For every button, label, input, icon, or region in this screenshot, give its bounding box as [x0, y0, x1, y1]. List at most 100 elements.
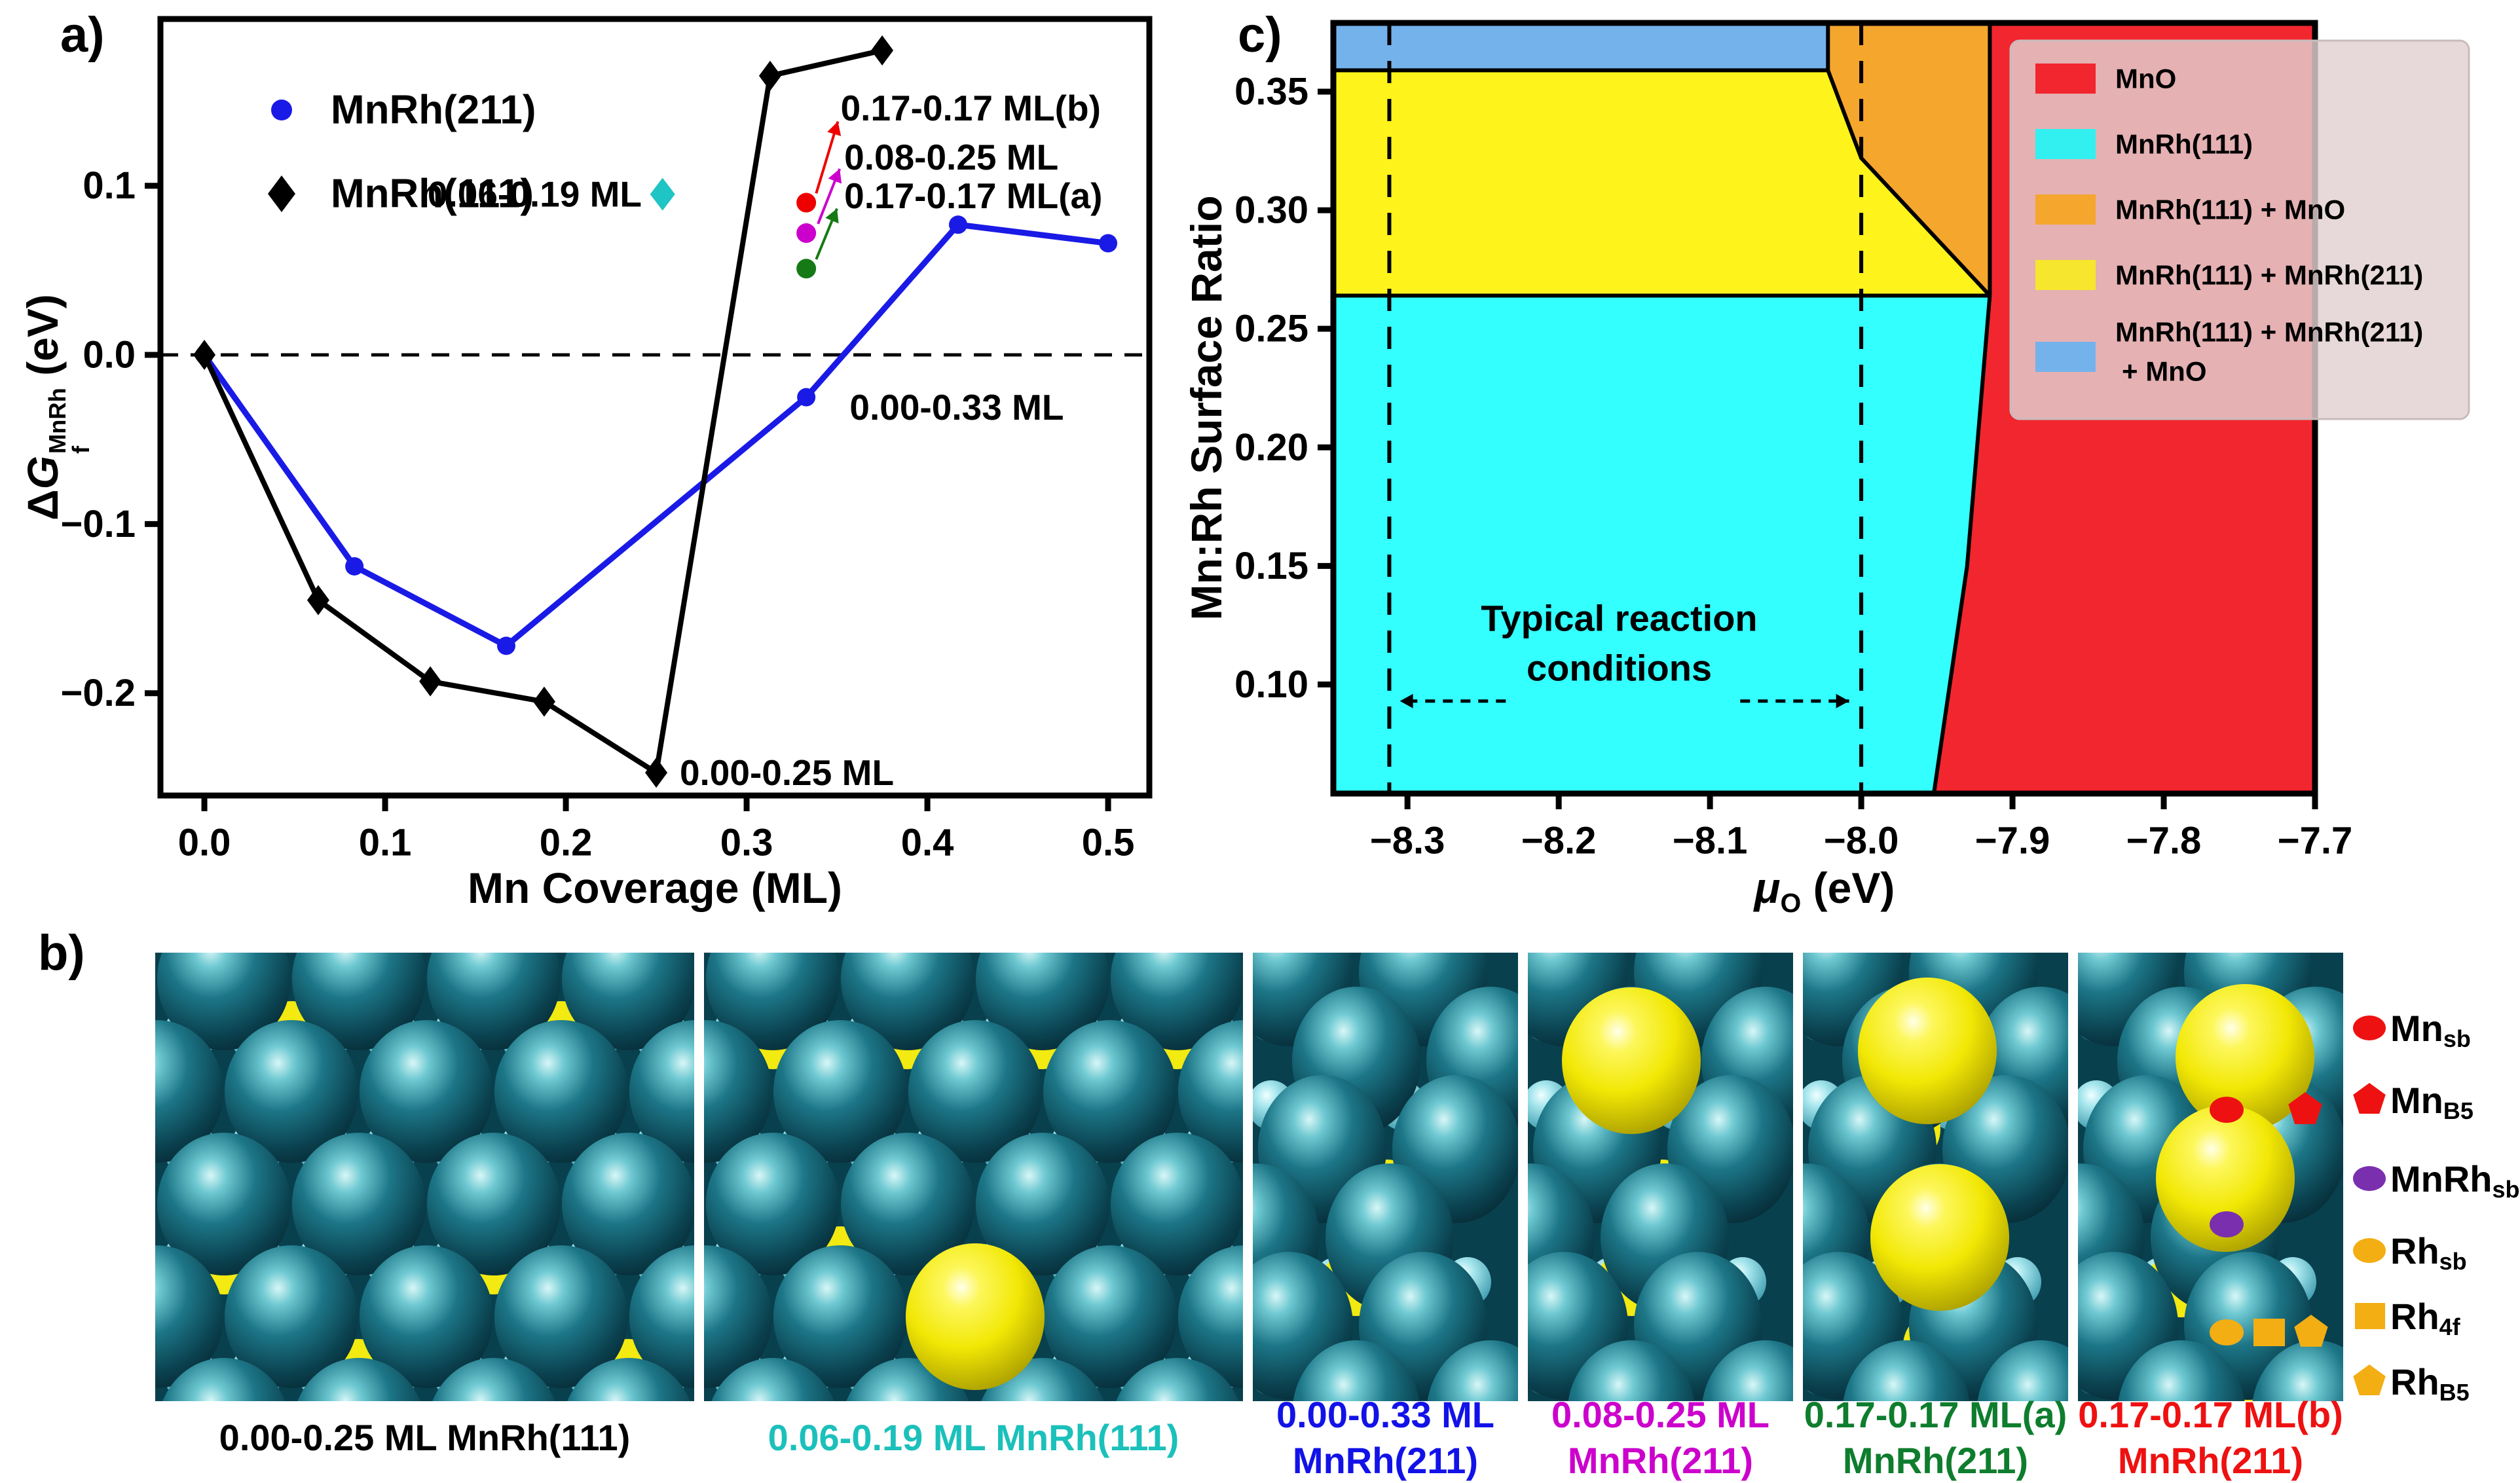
structure-label-3-line1: 0.00-0.33 ML — [1276, 1394, 1495, 1435]
site-legend-label-Rh-4f: Rh4f — [2390, 1296, 2461, 1340]
ann-magenta: 0.08-0.25 ML — [844, 137, 1058, 177]
data-point-MnRh(211) — [345, 557, 364, 576]
mnrh-sb-marker-icon — [2353, 1166, 2386, 1191]
y-tick-label: −0.1 — [61, 503, 136, 545]
rh-atom — [629, 1020, 694, 1163]
rh-atom — [562, 953, 694, 1050]
site-legend-label-Mn-sb: Mnsb — [2390, 1008, 2471, 1052]
mn-sb-marker-icon — [2353, 1016, 2386, 1040]
site-marker-circle — [2210, 1211, 2244, 1237]
rh-atom — [225, 1245, 358, 1388]
rh-atom — [704, 1245, 772, 1388]
mn-atom — [906, 1243, 1045, 1390]
x-tick-label: −8.3 — [1370, 820, 1445, 862]
y-tick-label: 0.35 — [1234, 71, 1308, 113]
x-tick-label: −8.0 — [1824, 820, 1899, 862]
legend-swatch — [2035, 64, 2096, 94]
rh-atom — [1043, 1020, 1177, 1163]
x-tick-label: 0.0 — [178, 822, 231, 864]
rh-atom — [704, 1020, 772, 1163]
legend-label: MnO — [2115, 64, 2176, 94]
condition-text-line2: conditions — [1527, 648, 1712, 689]
phase-boundary — [1931, 295, 1992, 794]
structure-label-5-line1: 0.17-0.17 ML(a) — [1804, 1394, 2067, 1435]
mn-atom — [1562, 987, 1701, 1134]
rh-atom — [157, 953, 291, 1050]
rh-atom — [1111, 1133, 1243, 1275]
x-tick-label: 0.3 — [720, 822, 773, 864]
legend-swatch — [2035, 342, 2096, 372]
site-legend-label-Rh-B5: RhB5 — [2390, 1361, 2470, 1406]
rh-atom — [360, 1245, 493, 1388]
rh-atom — [706, 953, 840, 1050]
y-tick-label: 0.15 — [1234, 545, 1308, 587]
rh-atom — [225, 1020, 358, 1163]
rh-atom — [2252, 1340, 2343, 1401]
rh-atom — [1043, 1245, 1177, 1388]
x-tick-label: −7.7 — [2278, 820, 2353, 862]
panel-c-yaxis-title: Mn:Rh Surface Ratio — [1182, 195, 1231, 621]
structure-label-4-line1: 0.08-0.25 ML — [1551, 1394, 1770, 1435]
ann-black: 0.00-0.25 ML — [680, 752, 894, 793]
condition-text-line1: Typical reaction — [1481, 598, 1757, 639]
panel-c-xaxis-title: μO (eV) — [1754, 864, 1895, 919]
site-marker-square — [2253, 1319, 2285, 1346]
plot-frame — [157, 16, 1153, 799]
legend-label: MnRh(111) + MnRh(211) — [2115, 317, 2423, 348]
structure-label-6-line2: MnRh(211) — [2117, 1440, 2304, 1481]
rh-atom — [711, 1358, 834, 1401]
site-legend: Mnsb MnB5 MnRhsb Rhsb Rh4f RhB5 — [2353, 1008, 2520, 1406]
x-tick-label: −7.9 — [1975, 820, 2050, 862]
rh-atom — [162, 1358, 286, 1401]
rh-atom — [976, 1133, 1109, 1275]
legend-label: MnRh(111) + MnRh(211) — [2115, 260, 2423, 291]
data-point-MnRh(211) — [1099, 234, 1118, 253]
rh-atom — [494, 1245, 628, 1388]
rh-atom — [155, 1020, 223, 1163]
region-MnRh(111) + MnO — [1828, 23, 1990, 296]
rh-atom — [706, 1133, 840, 1275]
structure-label-4-line2: MnRh(211) — [1567, 1440, 1754, 1481]
site-legend-label-Mn-B5: MnB5 — [2390, 1080, 2474, 1124]
rh-atom — [157, 1133, 291, 1275]
region-MnRh(111) + MnRh(211) — [1333, 70, 1990, 296]
structure-image-3 — [1253, 953, 1518, 1401]
ann-green: 0.17-0.17 ML(a) — [844, 175, 1102, 216]
legend-label: + MnO — [2122, 356, 2207, 387]
ann-red: 0.17-0.17 ML(b) — [841, 88, 1101, 128]
rh-atom — [292, 953, 426, 1050]
rh-atom — [908, 1020, 1042, 1163]
pt-008-025 — [796, 223, 817, 244]
rh-atom — [841, 1133, 974, 1275]
panel-b-label: b) — [38, 925, 85, 981]
mn-atom — [2176, 984, 2314, 1131]
rh-atom — [1702, 1340, 1793, 1401]
x-tick-label: −7.8 — [2126, 820, 2202, 862]
rh-atom — [1116, 1358, 1239, 1401]
rh-atom — [1977, 1340, 2068, 1401]
legend-label: MnRh(111) + MnO — [2115, 194, 2345, 225]
pt-017-017-b — [796, 192, 817, 213]
y-tick-label: 0.25 — [1234, 308, 1308, 350]
y-tick-label: 0.0 — [83, 334, 136, 376]
rh-atom — [562, 1133, 694, 1275]
structure-image-6 — [2078, 953, 2343, 1401]
rh-atom — [1427, 1340, 1518, 1401]
rh-atom — [1111, 953, 1243, 1050]
rh-atom — [427, 953, 561, 1050]
structure-label-1-line1: 0.00-0.25 ML MnRh(111) — [219, 1417, 631, 1458]
mn-atom — [1858, 978, 1997, 1124]
pt-017-017-a — [796, 259, 817, 279]
y-tick-label: 0.1 — [83, 164, 136, 207]
site-legend-label-MnRh-sb: MnRhsb — [2390, 1158, 2520, 1203]
rh-atom — [2118, 1340, 2245, 1401]
x-tick-label: 0.5 — [1082, 822, 1135, 864]
rh-atom — [494, 1020, 628, 1163]
rh-atom — [292, 1133, 426, 1275]
rh-atom — [1178, 1245, 1243, 1388]
rh-4f-marker-icon — [2355, 1303, 2385, 1329]
phase-boundary — [1826, 23, 1992, 297]
structure-image-2 — [704, 953, 1243, 1401]
site-marker-circle — [2210, 1097, 2244, 1123]
